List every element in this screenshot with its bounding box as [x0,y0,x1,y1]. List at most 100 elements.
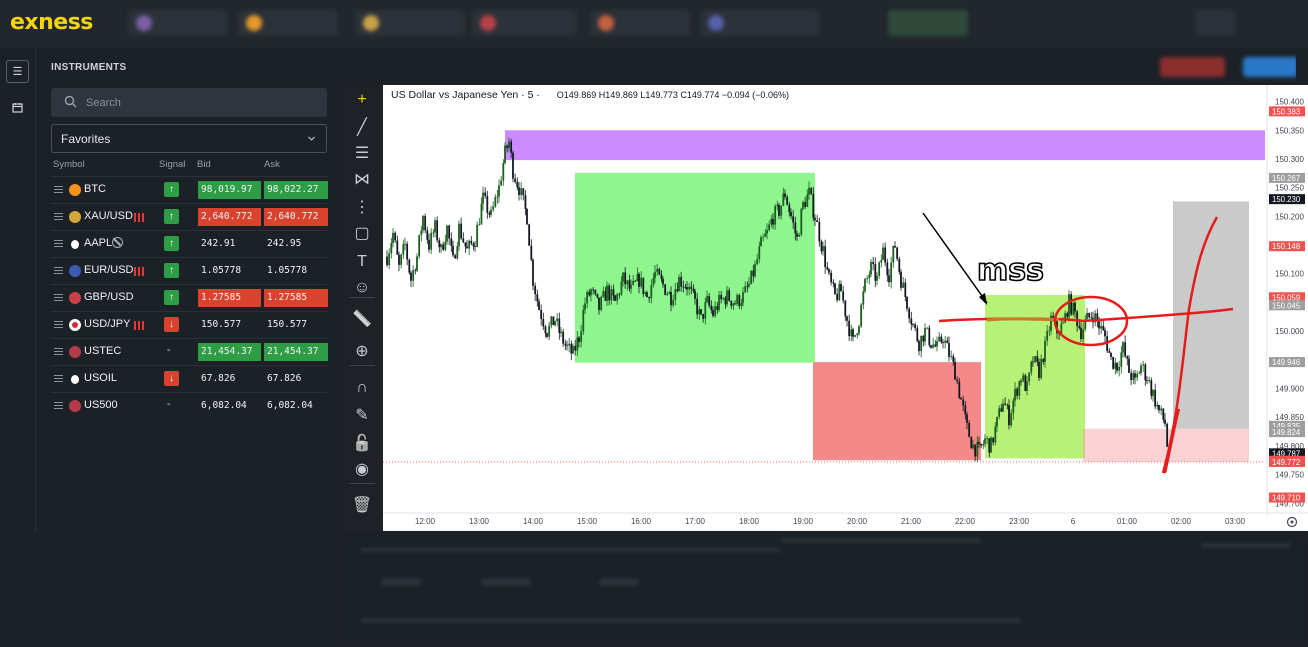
signal-up-icon[interactable]: ↑ [164,290,179,305]
chart-area[interactable]: mss 150.400 150.350 150.300 150.250 150.200 15… [383,85,1308,531]
gear-icon-center [1290,520,1294,524]
signal-up-icon[interactable]: ↑ [164,236,179,251]
instrument-tab[interactable] [472,10,577,36]
drag-handle-icon[interactable] [54,186,63,193]
blurred-button[interactable] [1195,10,1235,36]
list-icon[interactable]: ☰ [6,60,29,83]
candle-body [836,293,839,301]
candle-body [534,285,537,295]
candle-body [980,443,983,446]
lock-drawing-icon[interactable]: ✎ [355,407,369,424]
instrument-row-aapl[interactable]: AAPL ↑ 242.91 242.95 [51,230,327,257]
candle-body [862,291,865,305]
candle-body [668,292,671,294]
exness-logo[interactable]: exness [10,10,93,35]
favorites-dropdown[interactable]: Favorites [51,124,327,153]
drag-handle-icon[interactable] [54,348,63,355]
instrument-tab[interactable] [355,10,465,36]
bid-price[interactable]: 98,019.97 [198,181,261,199]
fvg-zone [985,294,1085,459]
ask-price[interactable]: 21,454.37 [264,343,328,361]
price-label-bg [1269,194,1305,205]
bid-price[interactable]: 150.577 [201,319,242,330]
ask-price[interactable]: 1.27585 [264,289,328,307]
search-box[interactable] [51,88,327,117]
trash-icon[interactable]: 🗑 [351,497,373,514]
text-icon[interactable]: T [357,253,367,270]
candle-body [606,285,608,301]
bid-price[interactable]: 6,082.04 [201,400,247,411]
candle-body [1104,330,1106,337]
instrument-row-ustec[interactable]: USTEC - 21,454.37 21,454.37 [51,338,328,365]
candle-body [414,270,417,272]
brush-rect-icon[interactable]: ▢ [354,225,370,242]
emoji-icon[interactable]: ☺ [353,279,371,296]
drag-handle-icon[interactable] [54,321,63,328]
drag-handle-icon[interactable] [54,375,63,382]
candle-body [428,239,430,250]
column-ask[interactable]: Ask [264,159,280,170]
projection-icon[interactable]: ⋮ [354,199,370,216]
bid-price[interactable]: 2,640.772 [198,208,261,226]
pattern-icon[interactable]: ⋈ [354,171,370,188]
eye-icon[interactable]: ◉ [355,461,369,478]
candle-body [956,379,959,382]
signal-up-icon[interactable]: ↑ [164,182,179,197]
drag-handle-icon[interactable] [54,402,63,409]
ask-price[interactable]: 98,022.27 [264,181,328,199]
instrument-row-btc[interactable]: BTC ↑ 98,019.97 98,022.27 [51,176,328,203]
price-label-bg [1269,172,1305,183]
drag-handle-icon[interactable] [54,267,63,274]
signal-down-icon[interactable]: ↓ [164,371,179,386]
zoom-in-icon[interactable]: ⊕ [355,343,369,360]
signal-down-icon[interactable]: ↓ [164,317,179,332]
ask-price[interactable]: 6,082.04 [267,400,313,411]
bid-price[interactable]: 67.826 [201,373,236,384]
instrument-tab[interactable] [700,10,820,36]
search-input[interactable] [86,94,306,111]
ruler-icon[interactable]: 📏 [352,311,372,328]
drag-handle-icon[interactable] [54,213,63,220]
fib-icon[interactable]: ☰ [354,145,370,162]
bid-price[interactable]: 21,454.37 [198,343,261,361]
column-signal[interactable]: Signal [159,159,186,170]
bid-price[interactable]: 1.27585 [198,289,261,307]
gear-icon[interactable] [1286,516,1298,528]
drag-handle-icon[interactable] [54,240,63,247]
instrument-tab[interactable] [128,10,228,36]
instrument-row-gbpusd[interactable]: GBP/USD ↑ 1.27585 1.27585 [51,284,328,311]
buy-button[interactable] [1243,57,1298,77]
instrument-row-xauusd[interactable]: XAU/USD ↑ 2,640.772 2,640.772 [51,203,328,230]
instrument-tab[interactable] [590,10,690,36]
signal-none[interactable]: - [167,345,171,356]
drag-handle-icon[interactable] [54,294,63,301]
ask-price[interactable]: 242.95 [267,238,302,249]
bid-price[interactable]: 242.91 [201,238,236,249]
signal-up-icon[interactable]: ↑ [164,209,179,224]
instrument-row-us500[interactable]: US500 - 6,082.04 6,082.04 [51,392,327,419]
ask-price[interactable]: 150.577 [267,319,308,330]
lock-icon[interactable]: 🔓 [352,435,372,452]
instrument-row-usdjpy[interactable]: USD/JPY ↓ 150.577 150.577 [51,311,327,338]
calendar-icon[interactable] [6,96,29,119]
bid-price[interactable]: 1.05778 [201,265,242,276]
instrument-row-usoil[interactable]: USOIL ↓ 67.826 67.826 [51,365,327,392]
blurred-button[interactable] [888,10,968,36]
instrument-tab[interactable] [238,10,338,36]
ask-price[interactable]: 1.05778 [267,265,308,276]
candle-body [994,426,997,443]
price-chart[interactable]: mss 150.400 150.350 150.300 150.250 150.200 15… [383,85,1308,531]
trend-line-icon[interactable]: ╱ [357,119,367,136]
sell-button[interactable] [1160,57,1225,77]
ask-price[interactable]: 67.826 [267,373,302,384]
crosshair-icon[interactable]: + [357,91,367,108]
ask-price[interactable]: 2,640.772 [264,208,328,226]
candle-body [740,302,743,306]
candle-body [474,246,476,248]
signal-up-icon[interactable]: ↑ [164,263,179,278]
instrument-row-eurusd[interactable]: EUR/USD ↑ 1.05778 1.05778 [51,257,327,284]
column-symbol[interactable]: Symbol [53,159,85,170]
column-bid[interactable]: Bid [197,159,211,170]
signal-none[interactable]: - [167,399,171,410]
magnet-icon[interactable]: ∩ [356,379,368,396]
